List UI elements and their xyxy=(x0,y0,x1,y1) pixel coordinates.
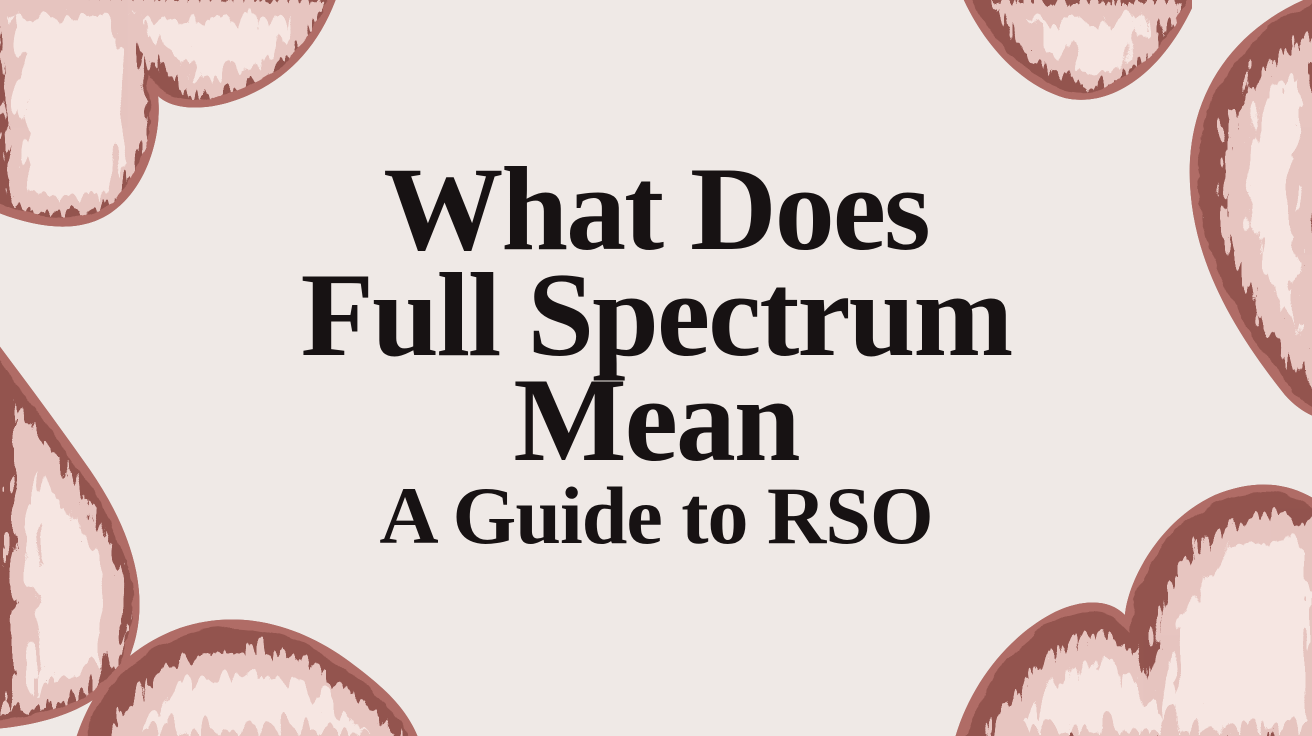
petal-top-right-shape xyxy=(952,0,1192,100)
petal-right-upper-shape xyxy=(1189,0,1312,420)
petal-bottom-right-shape xyxy=(950,484,1312,736)
petal-top-left-shape xyxy=(0,0,345,227)
